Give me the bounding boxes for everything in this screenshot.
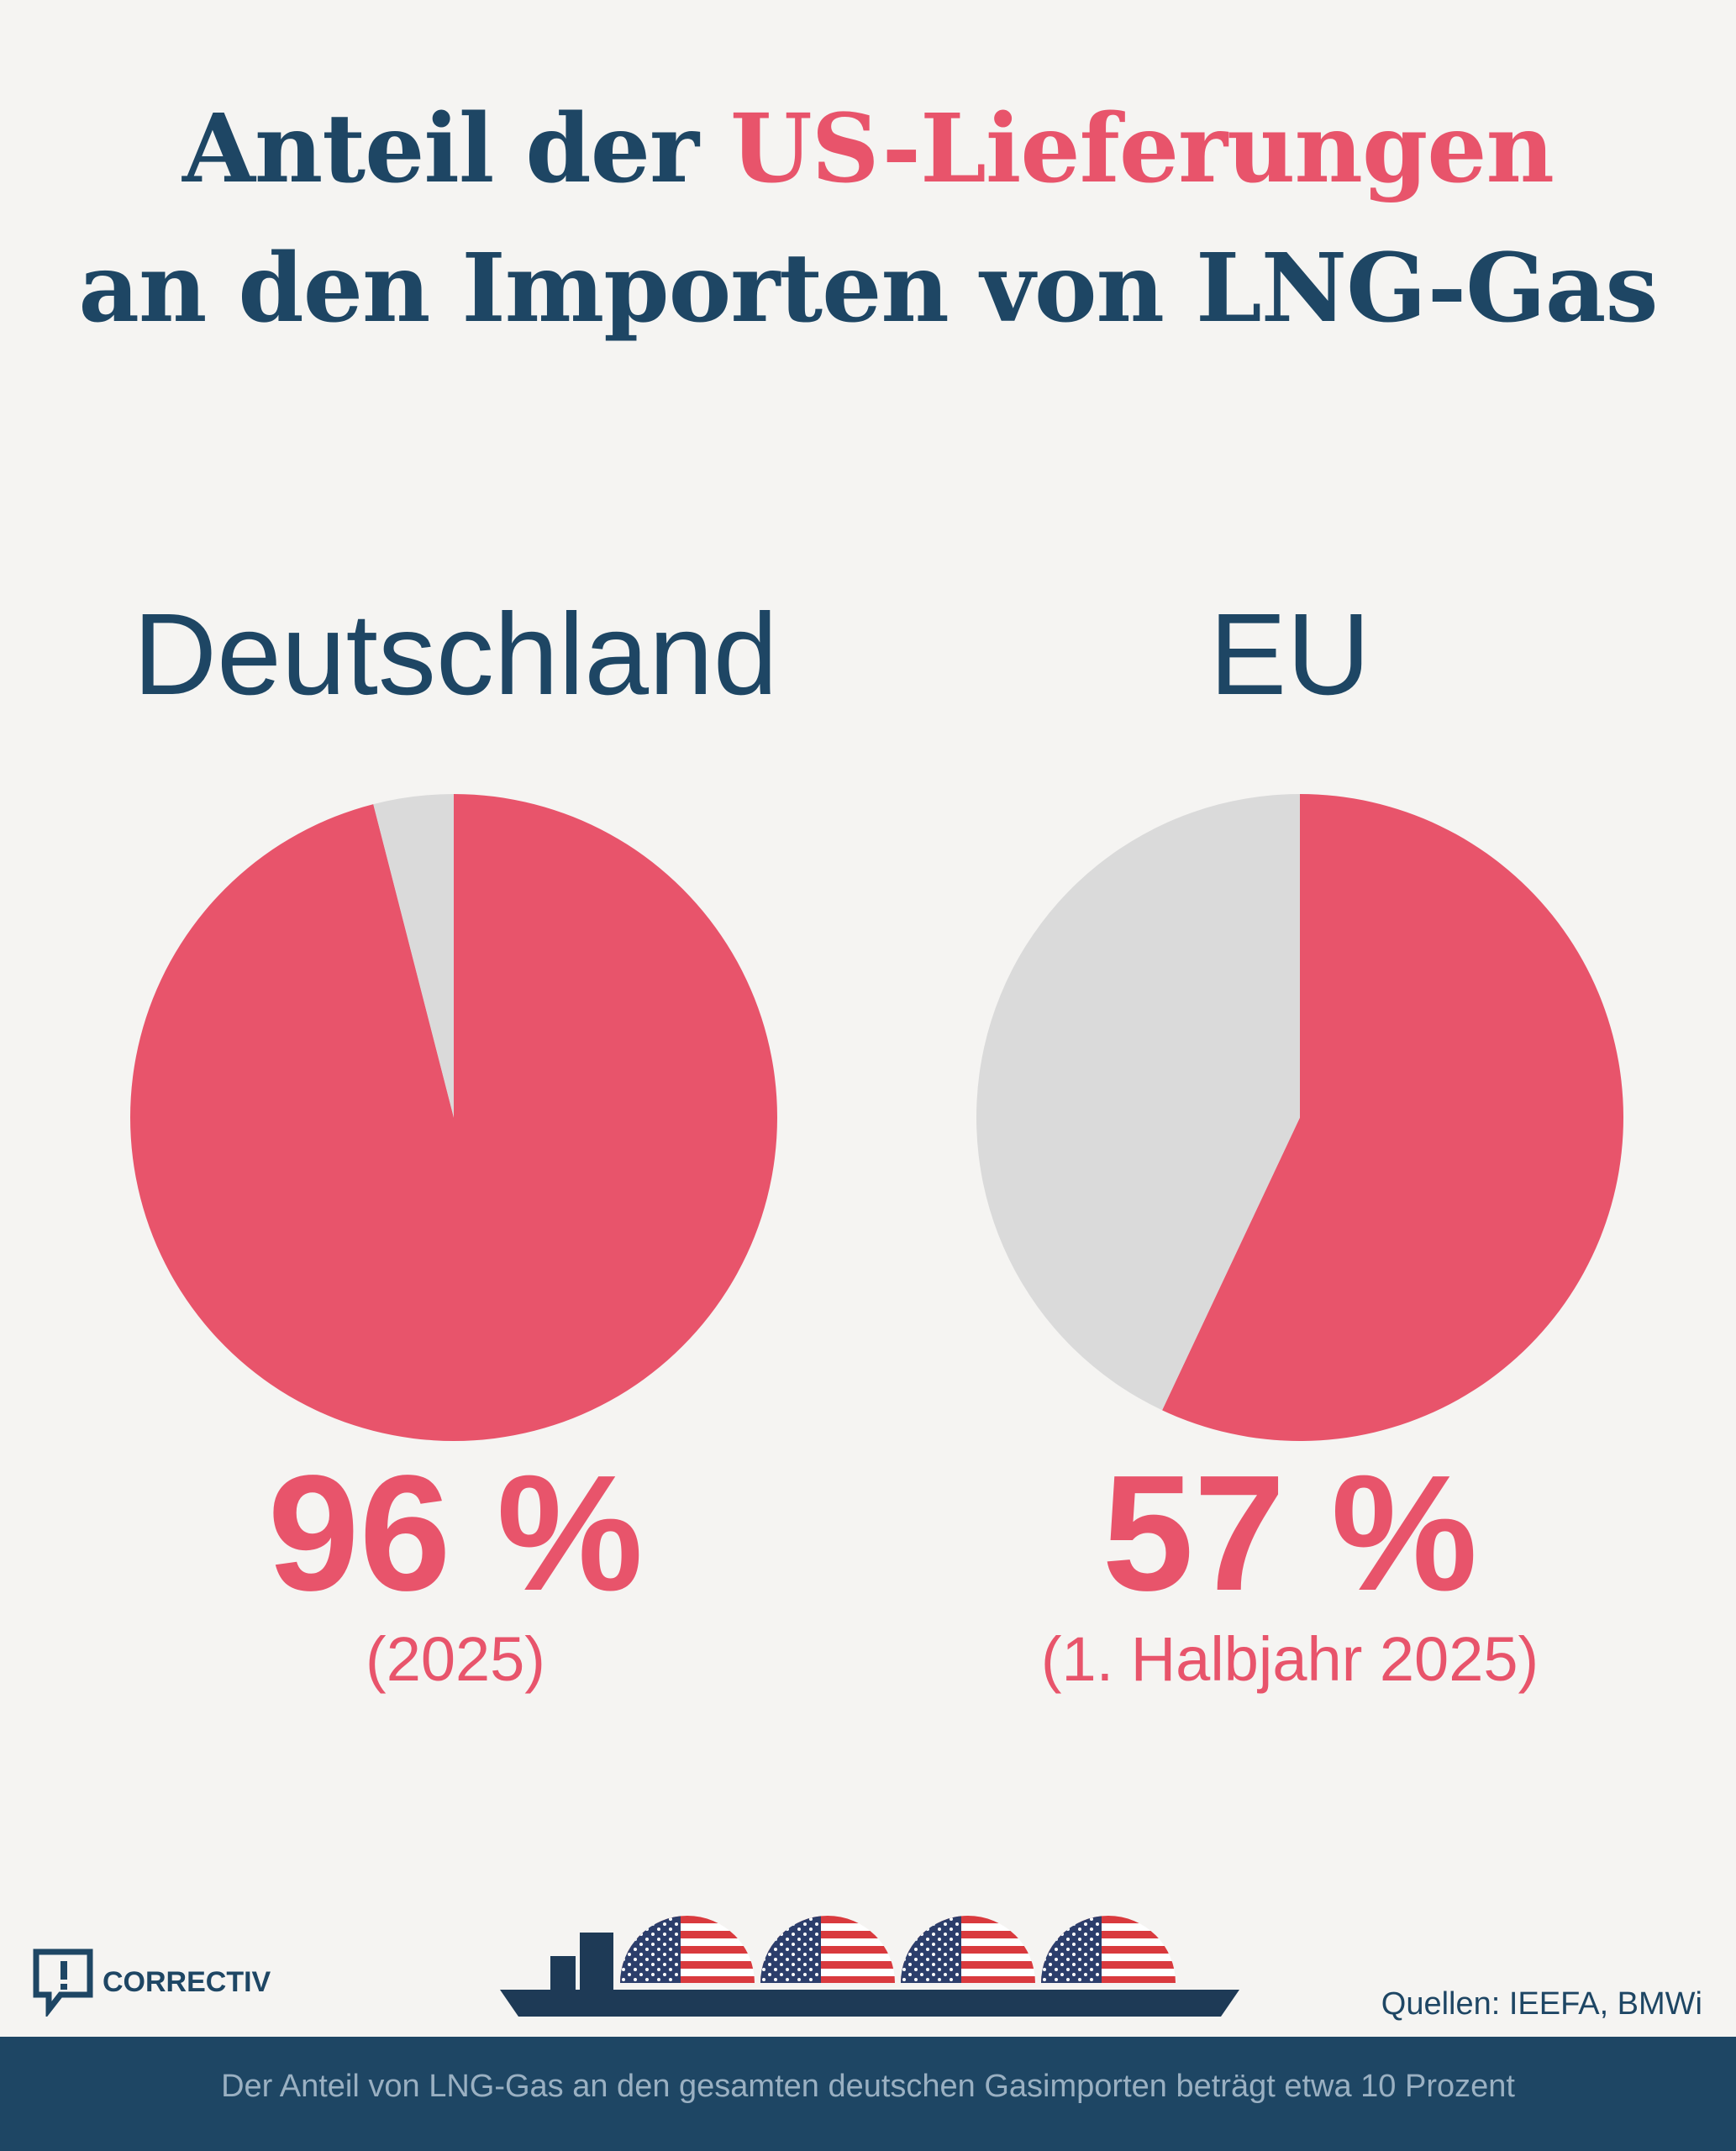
page-title: Anteil der US-Lieferungen an den Importe… — [0, 80, 1736, 359]
period-label-eu: (1. Halbjahr 2025) — [1040, 1624, 1539, 1694]
us-flag-tank-1 — [620, 1916, 755, 1983]
pie-germany-slices — [130, 794, 777, 1441]
pie-chart-eu — [976, 794, 1623, 1441]
us-flag-tank-3 — [901, 1916, 1035, 1983]
lng-tanker-ship-icon — [500, 1907, 1239, 2017]
pie-slice-eu-other — [976, 794, 1300, 1411]
pie-slice-eu-us — [1162, 794, 1623, 1441]
sources: Quellen: IEEFA, BMWi — [1381, 1986, 1702, 2022]
title-line-1: Anteil der US-Lieferungen — [0, 80, 1736, 219]
us-flag-tank-4 — [1041, 1916, 1176, 1983]
value-label-germany: 96 % — [267, 1441, 644, 1625]
chart-title-eu: EU — [1209, 590, 1370, 719]
title-prefix: Anteil der — [182, 94, 730, 204]
pie-chart-germany — [130, 794, 777, 1441]
footnote: Der Anteil von LNG-Gas an den gesamten d… — [221, 2069, 1515, 2104]
title-highlight: US-Lieferungen — [729, 94, 1555, 204]
chart-title-germany: Deutschland — [133, 590, 778, 719]
correctiv-logo: CORRECTIV — [32, 1948, 271, 2017]
speech-bubble-exclamation-icon — [33, 1949, 93, 2017]
logo-text: CORRECTIV — [103, 1965, 271, 1998]
pie-slice-germany-us — [130, 794, 777, 1441]
footer-bar — [0, 2037, 1736, 2151]
pie-slice-germany-other — [373, 794, 454, 1118]
value-label-eu: 57 % — [1102, 1441, 1478, 1625]
period-label-germany: (2025) — [366, 1624, 545, 1694]
title-line-2: an den Importen von LNG-Gas — [78, 234, 1658, 344]
us-flag-tank-2 — [760, 1916, 895, 1983]
pie-eu-slices — [976, 794, 1623, 1441]
